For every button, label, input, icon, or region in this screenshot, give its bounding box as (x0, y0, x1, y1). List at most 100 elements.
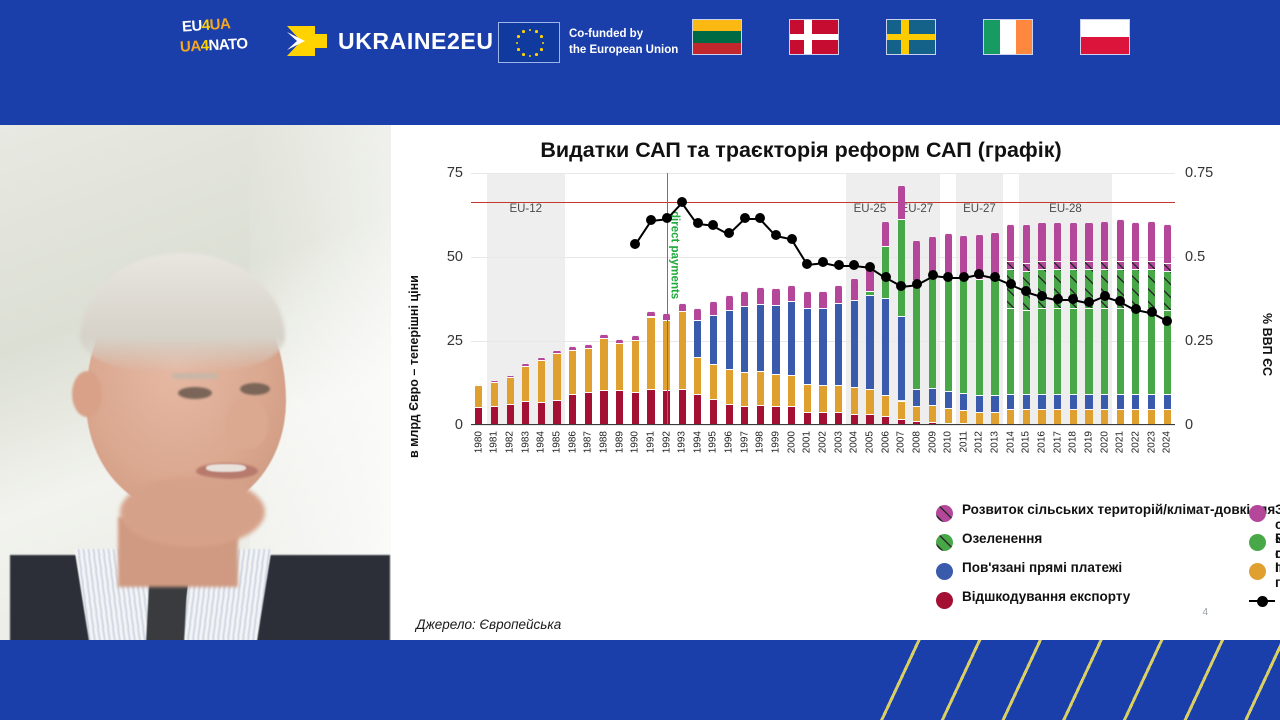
chart-bar (631, 334, 639, 424)
x-tick-label: 1987 (582, 431, 594, 454)
eu-star-icon (541, 41, 545, 45)
bar-segment (647, 388, 655, 424)
bar-segment (725, 403, 733, 424)
bar-segment (866, 294, 874, 389)
speaker-chin (120, 477, 265, 547)
chart-bar (490, 379, 499, 424)
speaker-ear (72, 371, 102, 417)
bar-segment (835, 385, 843, 413)
bar-segment (788, 405, 796, 424)
bar-segment (1022, 393, 1030, 409)
bar-segment (928, 235, 937, 278)
eu-cofunded-line1: Co-funded by (569, 27, 644, 40)
slide-content: Видатки САП та траєкторія реформ САП (гр… (391, 125, 1280, 640)
legend-item[interactable]: Інша ринкова підтримка (1249, 560, 1280, 589)
eu-star-icon (522, 30, 525, 34)
bar-segment (788, 301, 796, 376)
chart-bar (913, 239, 921, 424)
bar-segment (709, 314, 718, 364)
bar-segment (694, 356, 702, 394)
legend-label: Розвиток сільських територій/клімат-довк… (962, 502, 1276, 517)
gridline (471, 425, 1175, 426)
bar-segment (835, 412, 843, 424)
chart-bar (897, 185, 905, 424)
gdp-line-point (943, 272, 954, 283)
chart-bar (694, 308, 702, 424)
legend-item[interactable]: Частка САП в ВВП ЄС (1249, 590, 1280, 614)
bar-segment (1069, 408, 1077, 424)
x-tick-label: 2006 (880, 431, 892, 454)
flag-lithuania-icon (692, 19, 742, 55)
bar-segment (1163, 262, 1171, 272)
eu-flag-icon (498, 22, 560, 63)
chart-bar (506, 374, 514, 424)
chart-bar (881, 220, 890, 424)
legend-item[interactable]: Пов'язані прямі платежі (936, 560, 1275, 585)
legend-label: Озеленення (962, 531, 1043, 546)
legend-item[interactable]: Загальна сума «Розвиток сільських (1249, 502, 1280, 561)
reference-line (471, 201, 1175, 203)
bar-segment (1038, 222, 1046, 262)
bar-segment (709, 301, 718, 315)
gdp-line-point (974, 268, 985, 279)
x-tick-label: 1988 (598, 431, 610, 454)
bar-segment (741, 306, 749, 372)
gridline (471, 173, 1175, 174)
bar-segment (944, 278, 952, 391)
legend-item[interactable]: Відшкодування експорту (936, 589, 1275, 614)
gdp-line-point (786, 233, 797, 244)
legend-item[interactable]: Відокремлені прямі платежі (1249, 531, 1280, 575)
bar-segment (584, 392, 592, 424)
x-tick-label: 2017 (1052, 431, 1064, 454)
logo-line2-nato: NATO (208, 35, 249, 55)
bar-segment (600, 338, 608, 391)
speaker-nose (226, 397, 268, 449)
bar-segment (975, 411, 984, 424)
bar-segment (1038, 269, 1046, 309)
bar-segment (1147, 261, 1156, 270)
bar-segment (616, 338, 624, 344)
bar-segment (866, 388, 874, 414)
chart-bar (741, 291, 749, 424)
bar-segment (1038, 261, 1046, 270)
chart-bar (725, 294, 733, 424)
speaker-video-feed[interactable] (0, 125, 391, 640)
bar-segment (881, 220, 890, 246)
bar-segment (803, 412, 811, 424)
legend-label: Загальна сума «Розвиток сільських (1275, 502, 1280, 561)
gdp-line-point (1115, 295, 1126, 306)
bar-segment (1116, 219, 1124, 262)
bar-segment (1085, 269, 1093, 309)
bar-segment (975, 395, 984, 412)
header-banner: EU4UA UA4NATO UKRAINE2EU Co-funded by th… (0, 0, 1280, 125)
bar-segment (991, 411, 999, 424)
chart-bar (1022, 224, 1030, 424)
bar-segment (1085, 308, 1093, 394)
bar-segment (1147, 220, 1156, 262)
eu-star-icon (539, 35, 543, 38)
bar-segment (1085, 408, 1093, 424)
legend-label: Пов'язані прямі платежі (962, 560, 1123, 575)
chart-bar (1054, 222, 1062, 424)
source-note: Джерело: Європейська (416, 617, 562, 632)
gdp-line-point (661, 213, 672, 224)
bar-segment (647, 316, 655, 389)
chart-bar (1101, 220, 1109, 424)
legend-label: Відокремлені прямі платежі (1275, 531, 1280, 576)
bar-segment (475, 407, 483, 424)
bar-segment (913, 239, 921, 280)
bar-segment (725, 368, 733, 404)
bar-segment (1054, 222, 1062, 262)
chart-bar (819, 291, 827, 424)
bar-segment (1101, 220, 1109, 262)
bar-segment (991, 232, 999, 278)
x-tick-label: 2021 (1114, 431, 1126, 454)
x-tick-label: 2012 (973, 431, 985, 454)
x-tick-label: 2005 (864, 431, 876, 454)
x-tick-label: 1999 (770, 431, 782, 454)
legend-item[interactable]: Озеленення (936, 531, 1275, 556)
bar-segment (1038, 408, 1046, 424)
bar-segment (944, 407, 952, 423)
enlargement-band-label: EU-28 (1049, 203, 1082, 215)
legend-item[interactable]: Розвиток сільських територій/клімат-довк… (936, 502, 1276, 527)
